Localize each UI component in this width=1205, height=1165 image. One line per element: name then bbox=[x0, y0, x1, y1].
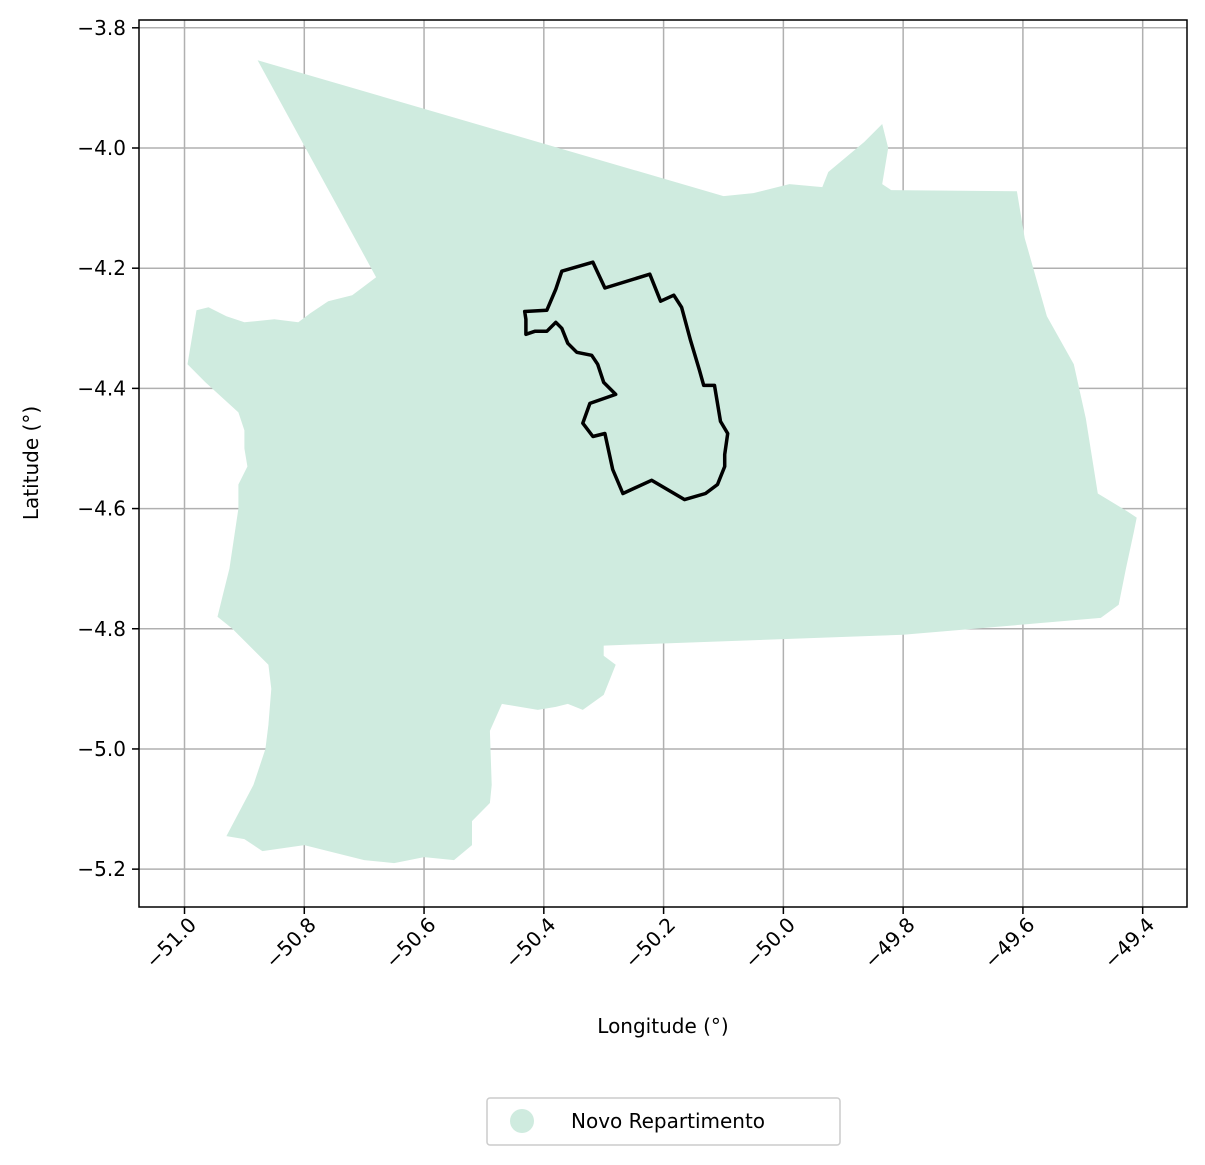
y-axis-label: Latitude (°) bbox=[19, 406, 43, 520]
y-tick-label: −4.8 bbox=[77, 617, 126, 641]
y-tick-label: −3.8 bbox=[77, 16, 126, 40]
y-tick-label: −4.4 bbox=[77, 376, 126, 400]
region-outline-1 bbox=[522, 260, 730, 502]
legend-frame bbox=[486, 1097, 841, 1146]
map-regions bbox=[187, 60, 1137, 864]
legend-marker bbox=[510, 1109, 534, 1133]
y-tick-label: −4.6 bbox=[77, 497, 126, 521]
legend-label: Novo Repartimento bbox=[571, 1109, 765, 1133]
y-tick-label: −4.0 bbox=[77, 136, 126, 160]
region-polygon-novo-repartimento bbox=[187, 60, 1137, 864]
y-tick-label: −5.2 bbox=[77, 857, 126, 881]
y-tick-label: −4.2 bbox=[77, 256, 126, 280]
x-axis-label: Longitude (°) bbox=[597, 1014, 728, 1038]
legend: Novo Repartimento bbox=[486, 1097, 841, 1146]
y-tick-label: −5.0 bbox=[77, 737, 126, 761]
